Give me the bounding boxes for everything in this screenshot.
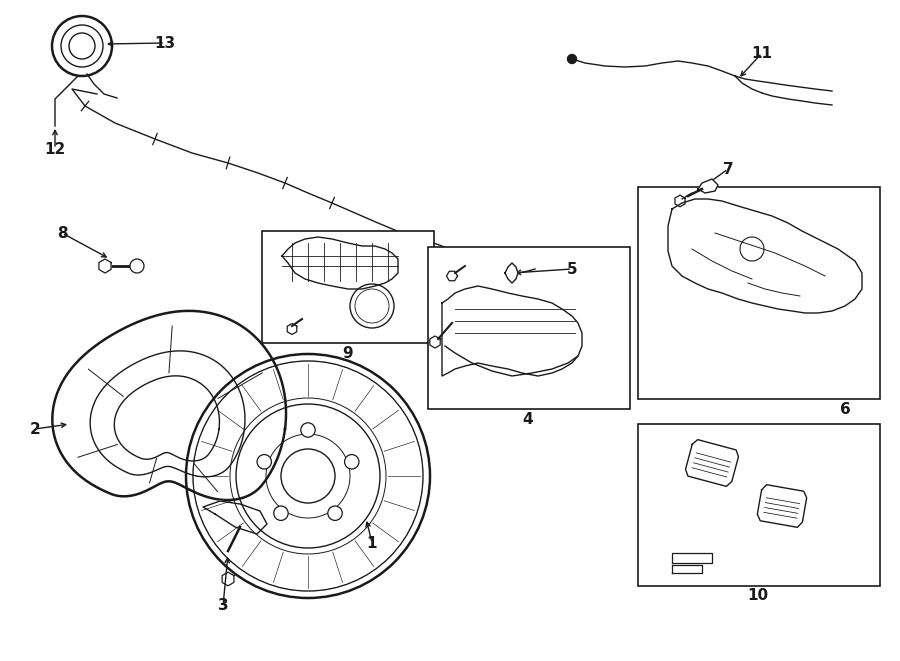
Text: 9: 9 <box>343 346 354 360</box>
Circle shape <box>281 449 335 503</box>
Polygon shape <box>757 485 806 527</box>
Circle shape <box>274 506 288 520</box>
Text: 1: 1 <box>367 535 377 551</box>
Bar <box>638 187 880 399</box>
Circle shape <box>130 259 144 273</box>
Polygon shape <box>505 263 518 283</box>
Bar <box>262 231 434 343</box>
Polygon shape <box>222 572 234 586</box>
Text: 7: 7 <box>723 161 734 176</box>
Polygon shape <box>52 311 286 500</box>
Polygon shape <box>686 440 738 486</box>
Polygon shape <box>442 286 582 376</box>
Circle shape <box>328 506 342 520</box>
Text: 5: 5 <box>567 262 577 276</box>
Text: 4: 4 <box>523 412 534 426</box>
Polygon shape <box>668 199 862 313</box>
Circle shape <box>257 455 272 469</box>
Circle shape <box>301 423 315 437</box>
Polygon shape <box>698 179 718 193</box>
Circle shape <box>568 54 577 63</box>
Circle shape <box>345 455 359 469</box>
Text: 6: 6 <box>840 401 850 416</box>
Bar <box>428 247 630 409</box>
Circle shape <box>194 362 422 590</box>
Text: 11: 11 <box>752 46 772 61</box>
Polygon shape <box>203 501 267 534</box>
Text: 8: 8 <box>57 225 68 241</box>
Text: 10: 10 <box>747 588 769 603</box>
Polygon shape <box>282 237 398 289</box>
Text: 3: 3 <box>218 598 229 613</box>
Text: 2: 2 <box>30 422 40 436</box>
Polygon shape <box>99 259 111 273</box>
Text: 13: 13 <box>155 36 176 50</box>
Text: 12: 12 <box>44 141 66 157</box>
Bar <box>638 424 880 586</box>
